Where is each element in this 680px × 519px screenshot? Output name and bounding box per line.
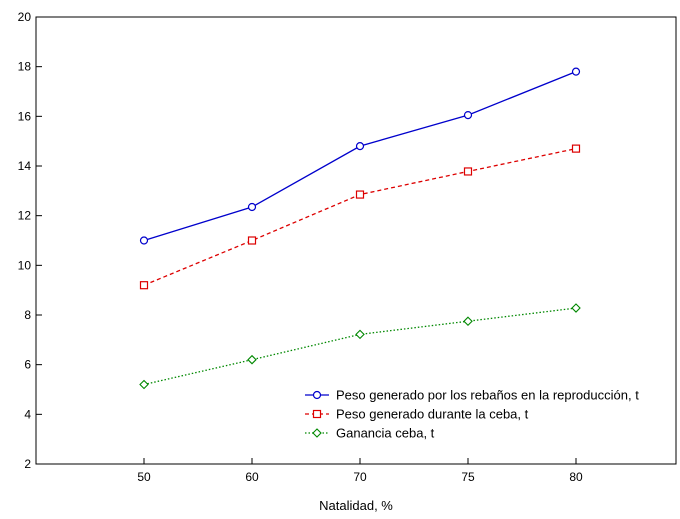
data-point xyxy=(571,144,581,153)
x-tick-label: 60 xyxy=(245,470,259,484)
data-point xyxy=(463,110,473,120)
x-tick-label: 70 xyxy=(353,470,367,484)
data-point xyxy=(247,354,257,365)
data-point xyxy=(355,142,365,151)
data-point xyxy=(139,379,149,390)
y-tick-label: 20 xyxy=(18,10,32,24)
y-tick-label: 10 xyxy=(18,258,32,272)
legend-label: Peso generado por los rebaños en la repr… xyxy=(336,388,639,403)
y-tick-label: 4 xyxy=(24,407,31,421)
data-point xyxy=(463,167,473,176)
x-axis-title: Natalidad, % xyxy=(319,498,393,513)
y-tick-label: 14 xyxy=(18,159,32,173)
series-layer xyxy=(139,67,581,390)
data-point xyxy=(571,303,581,313)
legend-label: Peso generado durante la ceba, t xyxy=(336,407,529,422)
data-point xyxy=(139,236,149,245)
x-tick-label: 50 xyxy=(137,470,151,484)
data-point xyxy=(247,236,257,245)
y-tick-label: 18 xyxy=(18,60,32,74)
data-point xyxy=(463,316,473,326)
y-tick-label: 16 xyxy=(18,109,32,123)
y-tick-label: 6 xyxy=(24,358,31,372)
data-point xyxy=(139,281,149,290)
legend: Peso generado por los rebaños en la repr… xyxy=(305,388,639,441)
y-tick-label: 8 xyxy=(24,308,31,322)
x-axis: 50 60 70 75 80 xyxy=(137,458,583,484)
y-axis: 2 4 6 8 10 12 14 16 18 20 xyxy=(18,10,42,471)
legend-label: Ganancia ceba, t xyxy=(336,426,435,441)
legend-marker xyxy=(312,390,322,400)
data-point xyxy=(247,202,257,212)
data-point xyxy=(571,67,581,76)
legend-marker xyxy=(312,409,322,419)
y-tick-label: 12 xyxy=(18,209,32,223)
y-tick-label: 2 xyxy=(24,457,31,471)
legend-marker xyxy=(312,428,322,438)
x-tick-label: 80 xyxy=(569,470,583,484)
data-point xyxy=(355,329,365,340)
data-point xyxy=(355,190,365,199)
x-tick-label: 75 xyxy=(461,470,475,484)
